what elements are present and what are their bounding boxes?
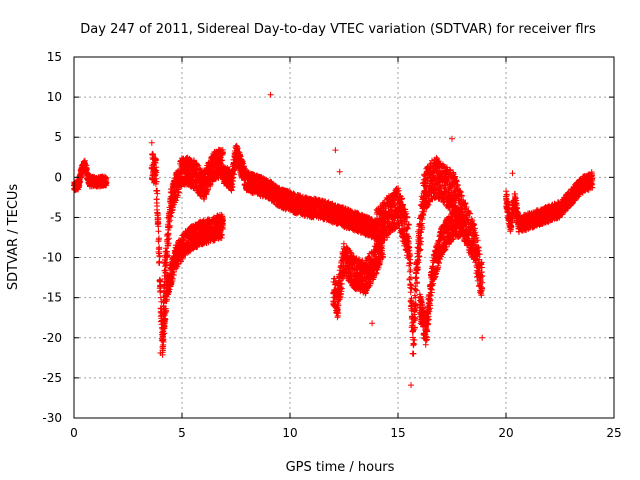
data-point bbox=[150, 151, 157, 158]
data-point bbox=[410, 350, 417, 357]
data-point bbox=[166, 217, 173, 224]
grid-layer bbox=[74, 57, 614, 418]
data-point bbox=[165, 240, 172, 247]
data-point bbox=[162, 267, 169, 274]
data-point bbox=[156, 235, 162, 242]
data-point bbox=[163, 259, 170, 266]
data-point bbox=[154, 203, 161, 209]
data-point bbox=[175, 189, 182, 196]
data-point bbox=[169, 204, 176, 211]
data-point bbox=[410, 341, 417, 348]
chart-title: Day 247 of 2011, Sidereal Day-to-day VTE… bbox=[80, 22, 596, 37]
data-point bbox=[156, 253, 163, 260]
data-point bbox=[153, 178, 160, 185]
data-point bbox=[164, 252, 171, 259]
data-point bbox=[165, 235, 172, 242]
data-point bbox=[103, 179, 110, 186]
data-point bbox=[156, 246, 163, 253]
data-point bbox=[152, 156, 159, 163]
data-point bbox=[413, 274, 420, 281]
data-point bbox=[154, 190, 161, 197]
data-point bbox=[173, 197, 180, 204]
data-point bbox=[153, 164, 160, 171]
data-point bbox=[153, 169, 160, 176]
data-point bbox=[155, 228, 162, 235]
data-points-layer bbox=[71, 91, 596, 389]
data-point bbox=[195, 162, 202, 169]
data-point bbox=[156, 259, 163, 266]
data-point bbox=[155, 216, 162, 223]
data-point bbox=[157, 283, 164, 290]
data-point bbox=[406, 276, 413, 283]
